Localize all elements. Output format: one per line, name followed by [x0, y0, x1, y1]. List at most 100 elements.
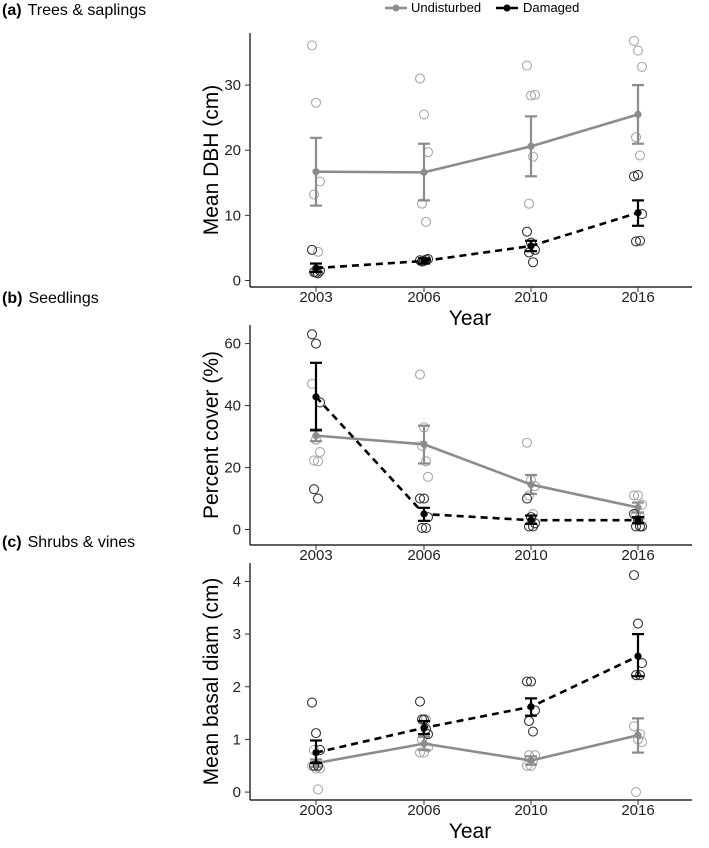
series-undisturbed — [306, 714, 648, 798]
x-tick-label: 2003 — [299, 289, 332, 306]
y-tick-label: 10 — [224, 207, 241, 224]
mean-point — [420, 257, 428, 265]
mean-point — [634, 503, 642, 512]
observation-point — [634, 150, 646, 161]
observation-point — [630, 236, 642, 247]
mean-point — [527, 703, 535, 711]
panel-shrubs-vines: (c) Shrubs & vines 0 1 2 3 4 2003 2006 2010 2016 Me… — [2, 534, 692, 843]
mean-point — [312, 432, 320, 440]
mean-point — [634, 110, 642, 119]
mean-point — [634, 209, 642, 217]
x-tick-label: 2010 — [514, 802, 547, 819]
observation-point — [310, 338, 322, 349]
legend: Undisturbed Damaged — [385, 0, 579, 15]
x-tick-label: 2003 — [299, 802, 332, 819]
x-tick-label: 2010 — [514, 547, 547, 564]
x-tick-label: 2016 — [621, 289, 654, 306]
series-damaged — [306, 329, 648, 534]
y-tick-label: 0 — [233, 784, 241, 801]
panel-label: (a) Trees & saplings — [2, 2, 146, 19]
observation-point — [628, 490, 640, 501]
mean-point — [634, 516, 642, 524]
mean-point — [527, 242, 535, 250]
mean-point — [527, 756, 535, 765]
x-axis-title: Year — [449, 307, 491, 330]
observation-point — [418, 493, 430, 504]
observation-point — [414, 493, 426, 504]
observation-point — [628, 171, 640, 182]
observation-point — [523, 715, 535, 727]
observation-point — [525, 676, 537, 687]
y-tick-label: 20 — [224, 142, 241, 159]
observation-point — [414, 696, 426, 707]
observation-point — [312, 456, 324, 467]
y-axis-title: Mean DBH (cm) — [200, 85, 223, 236]
observation-point — [306, 697, 318, 708]
panel-label-letter: (c) — [2, 534, 22, 551]
observation-point — [630, 787, 642, 798]
y-tick-label: 1 — [233, 731, 241, 748]
mean-point — [420, 168, 428, 176]
observation-point — [414, 369, 426, 380]
observation-point — [312, 493, 324, 504]
observation-point — [312, 760, 324, 771]
observation-point — [306, 329, 318, 340]
mean-line — [315, 113, 639, 174]
observation-point — [628, 570, 640, 581]
observation-point — [422, 471, 434, 482]
observation-point — [521, 676, 533, 687]
mean-line — [315, 655, 639, 754]
panel-title: Seedlings — [28, 290, 98, 307]
x-tick-label: 2016 — [621, 802, 654, 819]
y-tick-label: 20 — [224, 460, 241, 477]
observation-point — [632, 169, 644, 181]
observation-point — [527, 257, 539, 268]
observation-point — [306, 244, 318, 255]
observation-point — [630, 132, 642, 143]
observation-point — [523, 490, 535, 501]
legend-undisturbed-marker — [392, 4, 400, 12]
observation-point — [314, 446, 326, 458]
mean-point — [420, 740, 428, 748]
mean-line — [315, 396, 638, 522]
observation-point — [636, 61, 648, 72]
observation-point — [521, 493, 533, 504]
panel-label: (c) Shrubs & vines — [2, 534, 135, 551]
mean-point — [312, 749, 320, 757]
observation-point — [416, 198, 428, 209]
y-tick-label: 60 — [224, 336, 241, 353]
series-damaged — [306, 570, 648, 771]
mean-line — [315, 434, 639, 509]
x-tick-label: 2016 — [621, 547, 654, 564]
series-undisturbed — [306, 35, 648, 257]
legend-undisturbed-label: Undisturbed — [411, 0, 481, 15]
y-tick-label: 40 — [224, 398, 241, 415]
observation-point — [521, 437, 533, 448]
y-tick-label: 0 — [233, 272, 241, 289]
mean-point — [420, 440, 428, 448]
x-tick-label: 2003 — [299, 547, 332, 564]
x-tick-label: 2006 — [407, 802, 440, 819]
mean-point — [527, 480, 535, 489]
panel-label-letter: (a) — [2, 2, 22, 19]
x-tick-label: 2006 — [407, 547, 440, 564]
y-tick-label: 30 — [224, 77, 241, 94]
observation-point — [632, 45, 644, 56]
panel-trees-saplings: (a) Trees & saplings 0 10 20 30 2003 2006 2010 20… — [2, 2, 692, 330]
observation-point — [308, 455, 320, 466]
panel-title: Shrubs & vines — [28, 534, 136, 551]
y-tick-label: 3 — [233, 626, 241, 643]
observation-point — [414, 747, 426, 758]
observation-point — [420, 522, 432, 534]
observation-point — [416, 714, 428, 725]
series-damaged — [306, 169, 648, 279]
observation-point — [416, 522, 428, 534]
observation-point — [527, 151, 539, 162]
observation-point — [418, 109, 430, 120]
observation-point — [525, 90, 537, 101]
observation-point — [310, 97, 322, 108]
observation-point — [529, 89, 541, 100]
observation-point — [521, 60, 533, 71]
observation-point — [414, 73, 426, 84]
observation-point — [308, 760, 320, 771]
